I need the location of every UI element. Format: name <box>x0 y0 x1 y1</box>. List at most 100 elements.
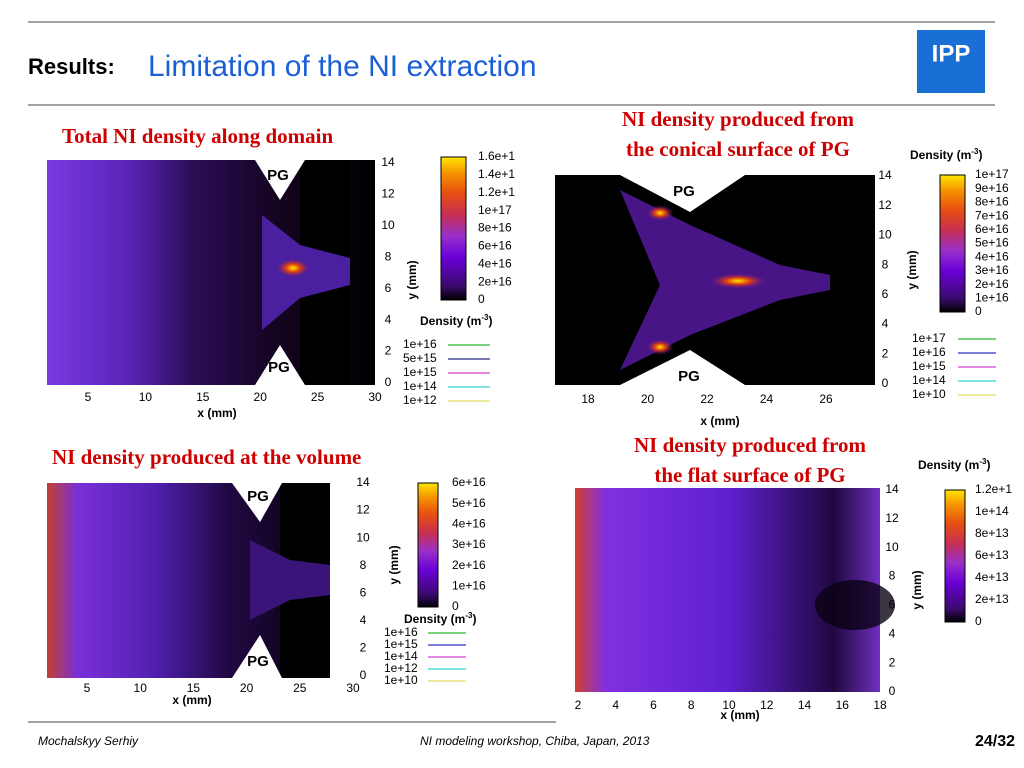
label-text: Density (m <box>910 148 971 162</box>
panel-title: NI density produced from <box>622 107 855 131</box>
y-tick-label: 8 <box>360 558 367 572</box>
logo-text: IPP <box>932 40 971 67</box>
label-text: ) <box>978 148 982 162</box>
x-axis-label: x (mm) <box>700 414 739 428</box>
x-tick-label: 18 <box>581 392 595 406</box>
y-tick-label: 6 <box>360 585 367 599</box>
colorbar-tick-label: 2e+16 <box>452 558 486 572</box>
legend-label: 1e+16 <box>912 345 946 359</box>
x-tick-label: 22 <box>700 392 714 406</box>
colorbar-tick-label: 0 <box>975 304 982 318</box>
label-exponent: -3 <box>979 457 987 466</box>
panel-title: the conical surface of PG <box>626 137 850 161</box>
x-tick-label: 10 <box>134 681 148 695</box>
legend-label: 1e+15 <box>384 637 418 651</box>
legend-label: 1e+16 <box>403 337 437 351</box>
x-tick-label: 8 <box>688 698 695 712</box>
colorbar-tick-label: 8e+16 <box>478 221 512 235</box>
legend-label: 1e+14 <box>384 649 418 663</box>
colorbar-label: Density (m-3) <box>404 611 476 626</box>
colorbar <box>440 156 467 301</box>
footer-event: NI modeling workshop, Chiba, Japan, 2013 <box>420 734 650 748</box>
colorbar-tick-label: 1e+17 <box>478 203 512 217</box>
colorbar-tick-label: 6e+13 <box>975 548 1009 562</box>
y-tick-label: 14 <box>878 168 892 182</box>
y-tick-label: 8 <box>882 257 889 271</box>
label-exponent: -3 <box>481 313 489 322</box>
colorbar-tick-label: 4e+16 <box>975 249 1009 263</box>
x-tick-label: 5 <box>84 681 91 695</box>
y-tick-label: 4 <box>889 626 896 640</box>
y-tick-label: 2 <box>360 641 367 655</box>
x-tick-label: 20 <box>254 390 268 404</box>
colorbar <box>944 489 966 623</box>
y-tick-label: 0 <box>360 668 367 682</box>
x-tick-label: 30 <box>346 681 360 695</box>
y-tick-label: 14 <box>381 155 395 169</box>
colorbar-tick-label: 6e+16 <box>975 222 1009 236</box>
electrode-label: PG <box>267 167 289 184</box>
x-tick-label: 15 <box>196 390 210 404</box>
y-tick-label: 10 <box>885 540 899 554</box>
y-tick-label: 0 <box>385 375 392 389</box>
y-tick-label: 12 <box>878 198 892 212</box>
electrode <box>255 160 305 200</box>
y-tick-label: 14 <box>885 482 899 496</box>
legend-label: 1e+12 <box>384 661 418 675</box>
x-tick-label: 10 <box>139 390 153 404</box>
colorbar-tick-label: 0 <box>452 599 459 613</box>
label-text: Density (m <box>918 458 979 472</box>
electrode-label: PG <box>673 183 695 200</box>
x-tick-label: 26 <box>819 392 833 406</box>
colorbar-tick-label: 2e+13 <box>975 592 1009 606</box>
electrode-label: PG <box>678 368 700 385</box>
colorbar-tick-label: 5e+16 <box>452 496 486 510</box>
footer-author: Mochalskyy Serhiy <box>38 734 139 748</box>
y-tick-label: 12 <box>356 503 370 517</box>
colorbar-label: Density (m-3) <box>910 147 982 162</box>
colorbar-tick-label: 0 <box>478 292 485 306</box>
slide-title: Limitation of the NI extraction <box>148 50 537 83</box>
y-axis-label: y (mm) <box>405 260 419 299</box>
x-tick-label: 2 <box>575 698 582 712</box>
colorbar-tick-label: 7e+16 <box>975 208 1009 222</box>
y-axis-label: y (mm) <box>910 570 924 609</box>
x-tick-label: 14 <box>798 698 812 712</box>
y-tick-label: 12 <box>381 187 395 201</box>
blank <box>330 483 352 678</box>
label-text: ) <box>472 612 476 626</box>
colorbar-tick-label: 1e+14 <box>975 504 1009 518</box>
x-axis-label: x (mm) <box>172 693 211 707</box>
y-axis-label: y (mm) <box>387 545 401 584</box>
x-tick-label: 20 <box>240 681 254 695</box>
legend-label: 1e+15 <box>403 365 437 379</box>
label-exponent: -3 <box>465 611 473 620</box>
x-tick-label: 16 <box>836 698 850 712</box>
x-tick-label: 15 <box>187 681 201 695</box>
colorbar-tick-label: 4e+16 <box>452 517 486 531</box>
y-tick-label: 4 <box>385 312 392 326</box>
legend-label: 1e+14 <box>912 373 946 387</box>
legend-label: 1e+10 <box>912 387 946 401</box>
y-tick-label: 4 <box>882 317 889 331</box>
electrode <box>620 175 745 212</box>
colorbar-tick-label: 3e+16 <box>975 263 1009 277</box>
legend-label: 1e+10 <box>384 673 418 687</box>
hotspot <box>646 339 674 355</box>
x-tick-label: 25 <box>293 681 307 695</box>
y-tick-label: 8 <box>889 569 896 583</box>
label-text: Density (m <box>404 612 465 626</box>
colorbar-tick-label: 1.6e+1 <box>478 149 515 163</box>
x-tick-label: 24 <box>760 392 774 406</box>
legend-label: 1e+14 <box>403 379 437 393</box>
section-label: Results: <box>28 54 115 79</box>
y-tick-label: 6 <box>882 287 889 301</box>
x-tick-label: 18 <box>873 698 887 712</box>
electrode <box>232 635 282 678</box>
legend-label: 1e+15 <box>912 359 946 373</box>
y-tick-label: 2 <box>889 655 896 669</box>
electrode <box>255 345 305 385</box>
legend-label: 1e+12 <box>403 393 437 407</box>
colorbar-tick-label: 6e+16 <box>478 239 512 253</box>
